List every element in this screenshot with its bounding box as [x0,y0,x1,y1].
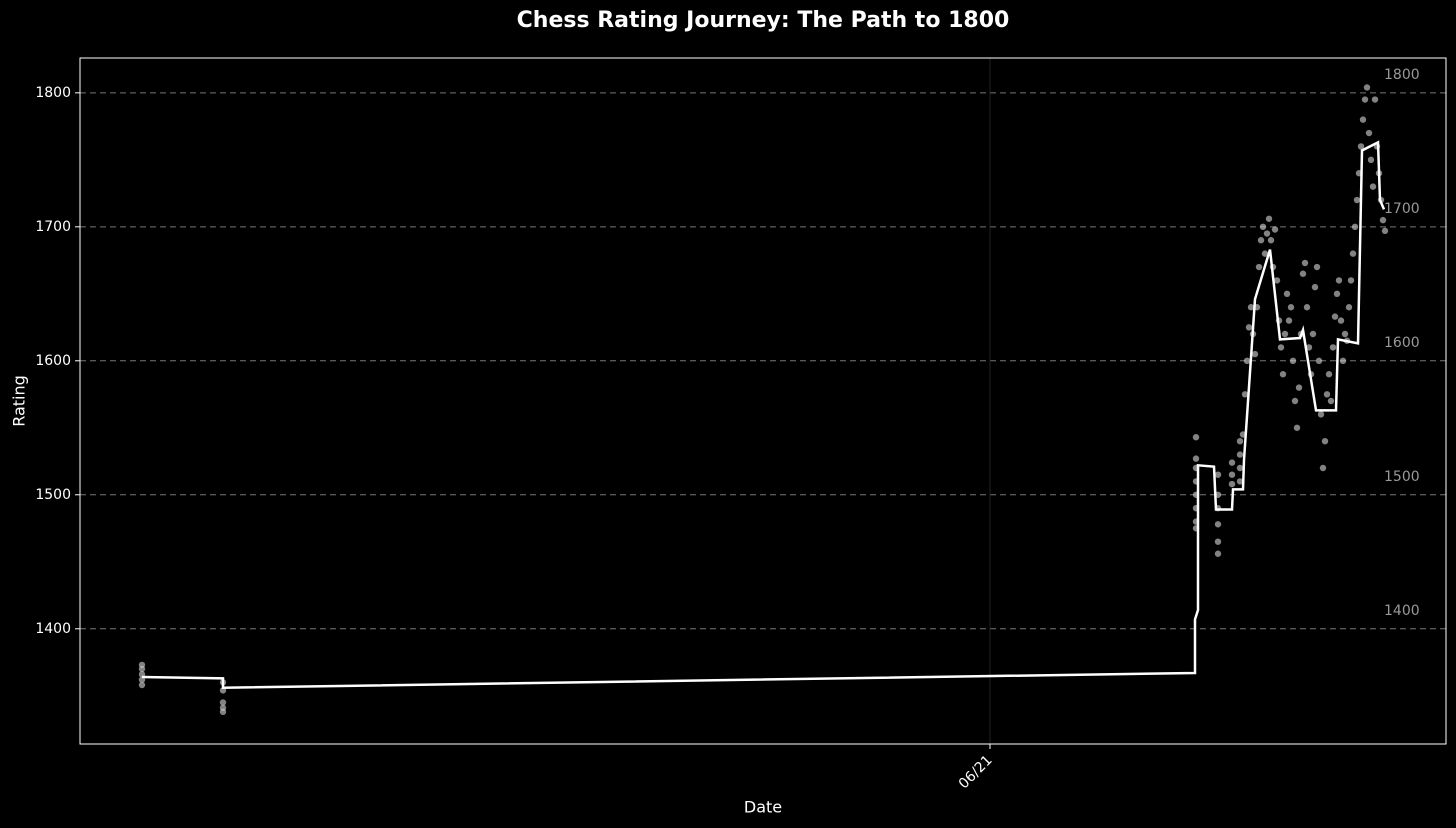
rating-point [1295,384,1303,391]
x-axis-label: Date [744,798,782,817]
rating-point [1363,84,1371,91]
rating-point [1263,230,1271,237]
rating-point [1291,397,1299,405]
rating-point [1236,437,1244,445]
rating-point [1337,317,1345,324]
rating-point [1259,223,1267,231]
rating-point [1214,538,1222,545]
rating-point [1359,116,1367,123]
rating-point [1257,237,1265,244]
rating-point [1228,471,1236,478]
rating-point [1214,521,1222,528]
rating-point [1247,304,1255,311]
rating-point [138,681,146,689]
rating-point [1351,223,1359,231]
rating-point [1309,330,1317,338]
rating-point [1243,357,1251,365]
rating-point [1279,371,1287,378]
rating-point [1285,317,1293,324]
rating-point [1379,216,1387,224]
rating-point [1315,357,1323,365]
rating-point [1265,215,1273,222]
rating-point [1331,313,1339,320]
rating-point [1287,304,1295,311]
rating-point [1313,263,1321,271]
rating-point [1325,371,1333,378]
rating-point [1261,250,1269,257]
rating-point [1323,391,1331,398]
y-tick-label: 1700 [35,219,71,235]
rating-point [1251,350,1259,358]
rating-point [1299,270,1307,277]
milestone-label: 1700 [1384,201,1420,217]
y-tick-label: 1500 [35,487,71,503]
rating-point [1236,478,1244,485]
rating-point [1335,277,1343,284]
rating-point [1369,183,1377,190]
rating-point [1236,451,1244,458]
y-axis-label: Rating [10,375,29,427]
plot-frame [79,57,1447,745]
rating-point [1192,455,1200,462]
rating-point [1317,411,1325,418]
rating-point [1236,464,1244,472]
chart-title: Chess Rating Journey: The Path to 1800 [517,8,1010,33]
rating-point [1273,277,1281,284]
rating-point [1321,437,1329,445]
rating-point [1214,471,1222,478]
rating-point [138,665,146,673]
rating-point [1277,344,1285,351]
rating-point [1228,480,1236,488]
rating-point [1293,424,1301,431]
rating-point [1192,433,1200,441]
rating-trend-line [141,140,1386,689]
rating-point [1267,237,1275,244]
rating-point [1349,250,1357,257]
rating-point [219,699,227,706]
rating-point [1367,156,1375,164]
milestone-label: 1600 [1384,335,1420,351]
rating-point [1381,227,1389,235]
rating-point [1329,344,1337,351]
rating-point [1255,263,1263,271]
rating-point [1245,324,1253,331]
milestone-label: 1500 [1384,469,1420,485]
milestone-label: 1800 [1384,67,1420,83]
rating-point [1347,277,1355,284]
y-tick-label: 1600 [35,353,71,369]
rating-point [219,708,227,716]
rating-point [1319,464,1327,472]
rating-point [1345,304,1353,311]
rating-point [1214,550,1222,557]
rating-point [1357,143,1365,150]
rating-point [1327,397,1335,405]
rating-point [1228,459,1236,466]
rating-point [1311,283,1319,291]
rating-point [1289,357,1297,365]
rating-point [1371,96,1379,103]
y-tick-label: 1400 [35,621,71,637]
rating-point [1301,259,1309,267]
milestone-label: 1400 [1384,603,1420,619]
rating-point [1353,196,1361,204]
rating-point [1305,344,1313,351]
rating-point [1333,290,1341,298]
y-tick-label: 1800 [35,85,71,101]
rating-point [1283,290,1291,298]
rating-point [1361,96,1369,103]
rating-point [1339,357,1347,365]
rating-point [1281,330,1289,338]
rating-point [1341,330,1349,338]
rating-point [1303,304,1311,311]
rating-point [1271,226,1279,233]
rating-point [1241,391,1249,398]
rating-point [1365,129,1373,137]
